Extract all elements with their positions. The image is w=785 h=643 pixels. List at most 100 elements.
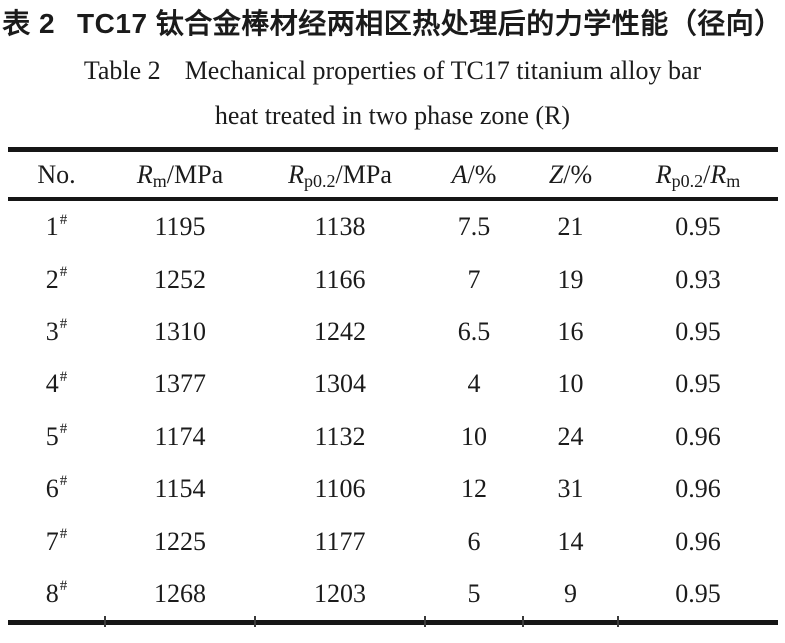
sample-marker: #	[59, 316, 68, 333]
table-cell-rm: 1174	[154, 421, 206, 451]
header-subscript: p0.2	[304, 170, 336, 191]
table-cell-ratio: 0.93	[675, 264, 721, 294]
table-row: 7# 1225 1177 6 14 0.96	[8, 515, 778, 567]
table-cell-a: 6.5	[457, 316, 491, 346]
table-rule-header-separator	[8, 197, 778, 201]
sample-number: 2	[45, 264, 59, 294]
header-unit: /MPa	[166, 159, 224, 189]
table-cell-no: 5#	[8, 421, 105, 451]
table-cell-rp02: 1304	[314, 369, 366, 399]
sample-number: 5	[45, 421, 59, 451]
table-cell-no: 4#	[8, 368, 105, 399]
sample-number: 8	[45, 578, 59, 608]
column-header-a: A/%	[425, 159, 523, 189]
table-cell-z: 14	[557, 526, 584, 556]
data-table: No. Rm/MPa Rp0.2/MPa A/% Z/% Rp0.2/Rm 1#…	[8, 147, 778, 628]
sample-number: 6	[45, 474, 59, 504]
table-cell-rm: 1195	[154, 212, 206, 242]
table-cell-z: 21	[557, 212, 584, 242]
table-cell-rp02: 1177	[314, 526, 366, 556]
table-cell-no: 2#	[8, 263, 105, 294]
sample-marker: #	[59, 263, 68, 280]
table-caption-en-line2: heat treated in two phase zone (R)	[0, 100, 785, 132]
table-cell-ratio: 0.95	[675, 369, 721, 399]
header-unit: /MPa	[335, 159, 392, 189]
table-body: 1# 1195 1138 7.5 21 0.95 2# 1252 1166 7 19 0.93 3# 13…	[8, 201, 778, 620]
table-cell-rm: 1154	[154, 474, 206, 504]
table-row: 5# 1174 1132 10 24 0.96	[8, 411, 778, 463]
table-cell-rm: 1268	[154, 578, 206, 608]
table-cell-rp02: 1138	[314, 212, 366, 242]
sample-marker: #	[59, 368, 68, 385]
table-caption-zh-label: 表 2	[2, 8, 56, 39]
header-symbol: Z	[548, 159, 564, 189]
header-symbol: A	[451, 159, 468, 189]
header-unit: /%	[467, 159, 497, 189]
column-tick	[617, 616, 619, 628]
table-cell-z: 24	[557, 421, 584, 451]
table-cell-ratio: 0.95	[675, 316, 721, 346]
header-text: No.	[37, 159, 76, 189]
column-header-rp02: Rp0.2/MPa	[255, 159, 425, 191]
table-cell-rm: 1310	[154, 316, 206, 346]
table-cell-a: 7	[467, 264, 481, 294]
sample-marker: #	[59, 525, 68, 542]
table-cell-no: 3#	[8, 316, 105, 346]
header-subscript: m	[726, 170, 741, 191]
sample-marker: #	[59, 473, 68, 490]
table-cell-rp02: 1132	[314, 421, 366, 451]
table-cell-no: 1#	[8, 211, 105, 242]
table-cell-a: 10	[461, 421, 487, 451]
table-caption-en-text2: heat treated in two phase zone (R)	[214, 101, 571, 130]
table-cell-rp02: 1203	[314, 578, 366, 608]
table-row: 8# 1268 1203 5 9 0.95	[8, 568, 778, 620]
table-header-row: No. Rm/MPa Rp0.2/MPa A/% Z/% Rp0.2/Rm	[8, 152, 778, 197]
table-cell-rm: 1252	[154, 264, 206, 294]
table-cell-rm: 1377	[154, 369, 206, 399]
column-tick	[254, 616, 256, 628]
header-symbol: R	[710, 159, 727, 189]
table-cell-z: 31	[557, 474, 584, 504]
sample-marker: #	[59, 211, 68, 228]
table-row: 4# 1377 1304 4 10 0.95	[8, 358, 778, 410]
table-cell-ratio: 0.96	[675, 526, 721, 556]
table-rule-bottom	[8, 616, 778, 628]
column-tick	[104, 616, 106, 628]
table-cell-ratio: 0.96	[675, 421, 721, 451]
header-symbol: R	[655, 159, 672, 189]
table-cell-no: 7#	[8, 525, 105, 555]
table-cell-ratio: 0.95	[675, 578, 721, 608]
table-row: 6# 1154 1106 12 31 0.96	[8, 463, 778, 515]
sample-number: 4	[45, 369, 59, 399]
table-row: 1# 1195 1138 7.5 21 0.95	[8, 201, 778, 253]
table-cell-z: 19	[557, 264, 584, 294]
table-cell-z: 16	[557, 316, 584, 346]
column-header-ratio: Rp0.2/Rm	[618, 159, 778, 191]
table-caption-en-label: Table 2	[83, 56, 161, 85]
sample-number: 1	[45, 212, 59, 242]
sample-number: 3	[45, 316, 59, 346]
table-cell-rm: 1225	[154, 526, 206, 556]
table-cell-a: 6	[467, 526, 481, 556]
table-caption-en-text1: Mechanical properties of TC17 titanium a…	[184, 56, 702, 85]
table-caption-zh-text: TC17 钛合金棒材经两相区热处理后的力学性能（径向）	[77, 8, 783, 39]
table-row: 3# 1310 1242 6.5 16 0.95	[8, 306, 778, 358]
header-subscript: m	[152, 170, 167, 191]
table-cell-a: 4	[467, 369, 481, 399]
table-cell-ratio: 0.96	[675, 474, 721, 504]
table-caption-zh: 表 2 TC17 钛合金棒材经两相区热处理后的力学性能（径向）	[0, 6, 785, 42]
sample-marker: #	[59, 421, 68, 438]
column-tick	[424, 616, 426, 628]
column-header-z: Z/%	[523, 159, 618, 189]
table-cell-rp02: 1106	[314, 474, 366, 504]
table-cell-a: 7.5	[457, 212, 491, 242]
table-row: 2# 1252 1166 7 19 0.93	[8, 253, 778, 305]
column-header-no: No.	[8, 159, 105, 189]
header-symbol: R	[288, 159, 305, 189]
header-slash: /	[703, 159, 711, 189]
header-unit: /%	[563, 159, 593, 189]
header-symbol: R	[136, 159, 153, 189]
table-cell-z: 9	[564, 578, 577, 608]
table-cell-rp02: 1166	[314, 264, 366, 294]
